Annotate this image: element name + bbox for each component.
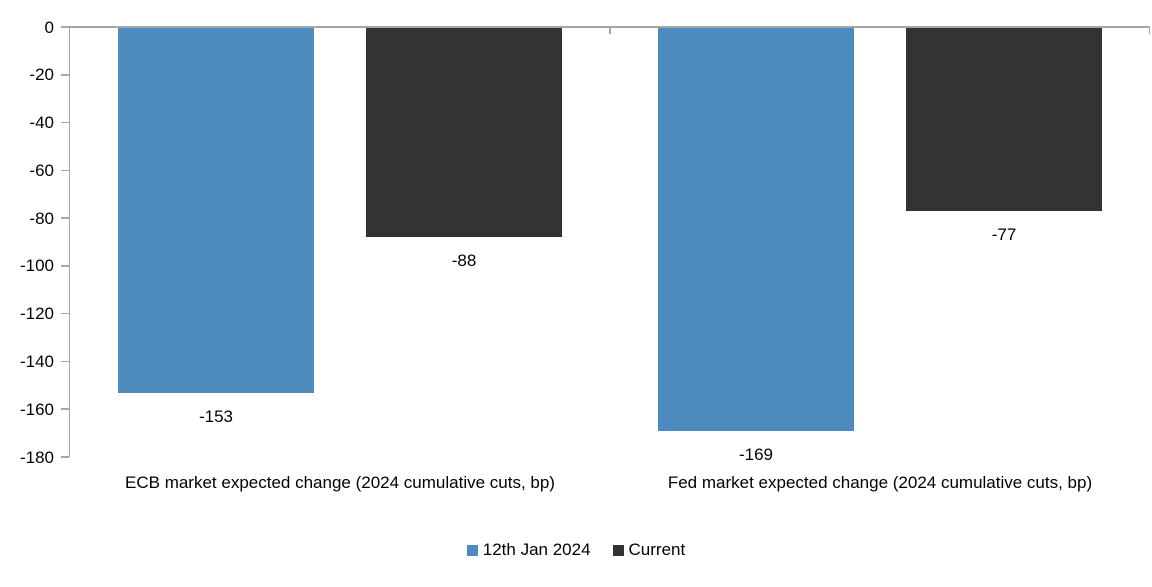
y-axis-tick-label: -100: [19, 256, 54, 276]
y-axis-tick-label: -60: [29, 160, 54, 180]
y-axis-tick: [60, 121, 69, 124]
legend-swatch-icon: [466, 544, 478, 556]
x-axis-category-tick: [609, 27, 611, 34]
bar-value-label: -169: [738, 444, 774, 464]
x-axis-zero-line: [68, 26, 1150, 28]
y-axis-tick-label: -40: [29, 113, 54, 133]
y-axis-tick: [60, 26, 69, 28]
y-axis-tick-label: 0: [44, 17, 54, 37]
legend-label: 12th Jan 2024: [482, 540, 591, 559]
y-axis-tick-label: -140: [19, 351, 54, 371]
legend-swatch-icon: [612, 544, 624, 556]
legend: 12th Jan 2024 Current: [0, 541, 1152, 559]
y-axis-tick: [60, 169, 69, 172]
y-axis-tick: [60, 456, 69, 458]
y-axis-tick-label: -160: [19, 399, 54, 419]
y-axis-tick: [60, 217, 69, 219]
category-label: ECB market expected change (2024 cumulat…: [125, 473, 555, 492]
legend-item: Current: [612, 540, 686, 559]
legend-item: 12th Jan 2024: [466, 540, 591, 559]
bar-value-label: -88: [451, 251, 477, 271]
category-label: Fed market expected change (2024 cumulat…: [667, 473, 1093, 492]
bar-value-label: -77: [991, 224, 1017, 244]
y-axis-line: [68, 27, 70, 457]
legend-label: Current: [628, 540, 686, 559]
y-axis-tick: [60, 74, 69, 76]
y-axis-tick: [60, 312, 69, 315]
y-axis-tick: [60, 408, 69, 410]
y-axis-tick-label: -120: [19, 304, 54, 324]
bar-current-fed: [906, 27, 1102, 211]
bar-current-ecb: [366, 27, 562, 238]
y-axis-tick-label: -20: [29, 65, 54, 85]
y-axis-tick: [60, 360, 69, 363]
y-axis-tick-label: -80: [29, 208, 54, 228]
bar-jan-2024-fed: [658, 27, 854, 431]
bar-value-label: -153: [198, 406, 234, 426]
x-axis-end-tick: [1148, 27, 1150, 34]
y-axis-tick-label: -180: [19, 447, 54, 467]
bar-jan-2024-ecb: [118, 27, 314, 393]
y-axis-tick: [60, 265, 69, 267]
